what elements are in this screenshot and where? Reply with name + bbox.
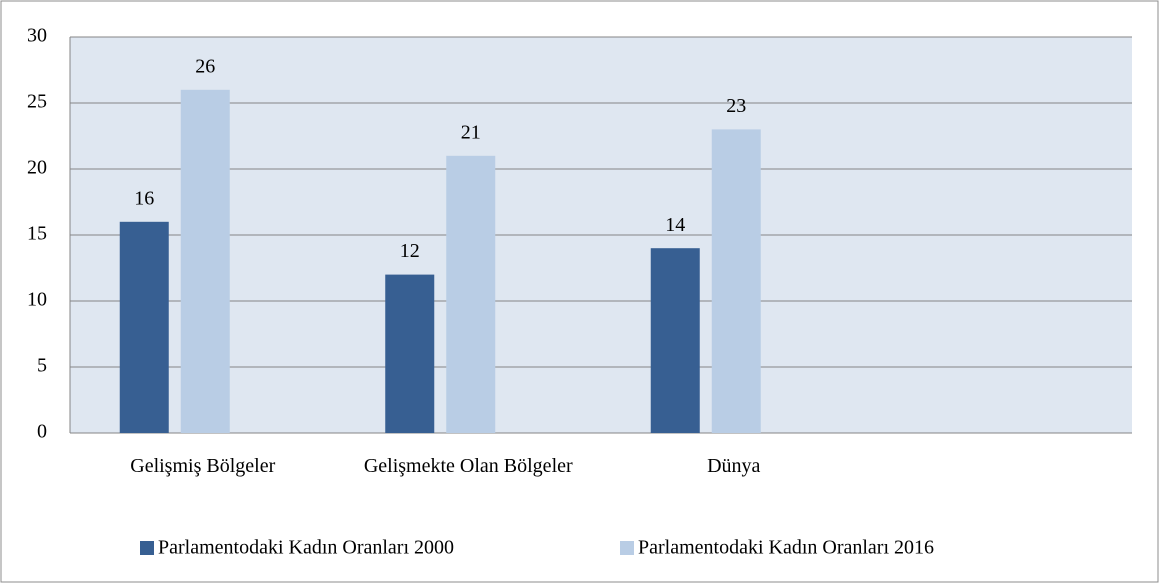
x-tick-label: Dünya <box>707 455 761 477</box>
x-tick-label: Gelişmiş Bölgeler <box>130 455 276 477</box>
y-tick-label: 5 <box>37 355 47 377</box>
bar <box>180 89 230 434</box>
data-label: 12 <box>400 240 420 262</box>
legend-label: Parlamentodaki Kadın Oranları 2016 <box>638 537 934 559</box>
bar <box>385 274 435 433</box>
y-tick-label: 0 <box>37 421 47 443</box>
y-tick-label: 25 <box>27 91 47 113</box>
bar <box>446 155 496 434</box>
y-tick-label: 15 <box>27 223 47 245</box>
x-tick-label: Gelişmekte Olan Bölgeler <box>363 455 573 477</box>
legend-swatch <box>140 541 154 555</box>
legend-label: Parlamentodaki Kadın Oranları 2000 <box>158 537 454 559</box>
y-tick-label: 30 <box>27 25 47 47</box>
y-tick-label: 10 <box>27 289 47 311</box>
data-label: 14 <box>665 214 685 236</box>
data-label: 23 <box>726 95 746 117</box>
bar <box>711 129 761 433</box>
data-label: 21 <box>461 121 481 143</box>
legend-swatch <box>620 541 634 555</box>
data-label: 26 <box>195 55 215 77</box>
bar <box>119 221 169 433</box>
bar <box>650 248 700 433</box>
data-label: 16 <box>134 187 154 209</box>
y-tick-label: 20 <box>27 157 47 179</box>
